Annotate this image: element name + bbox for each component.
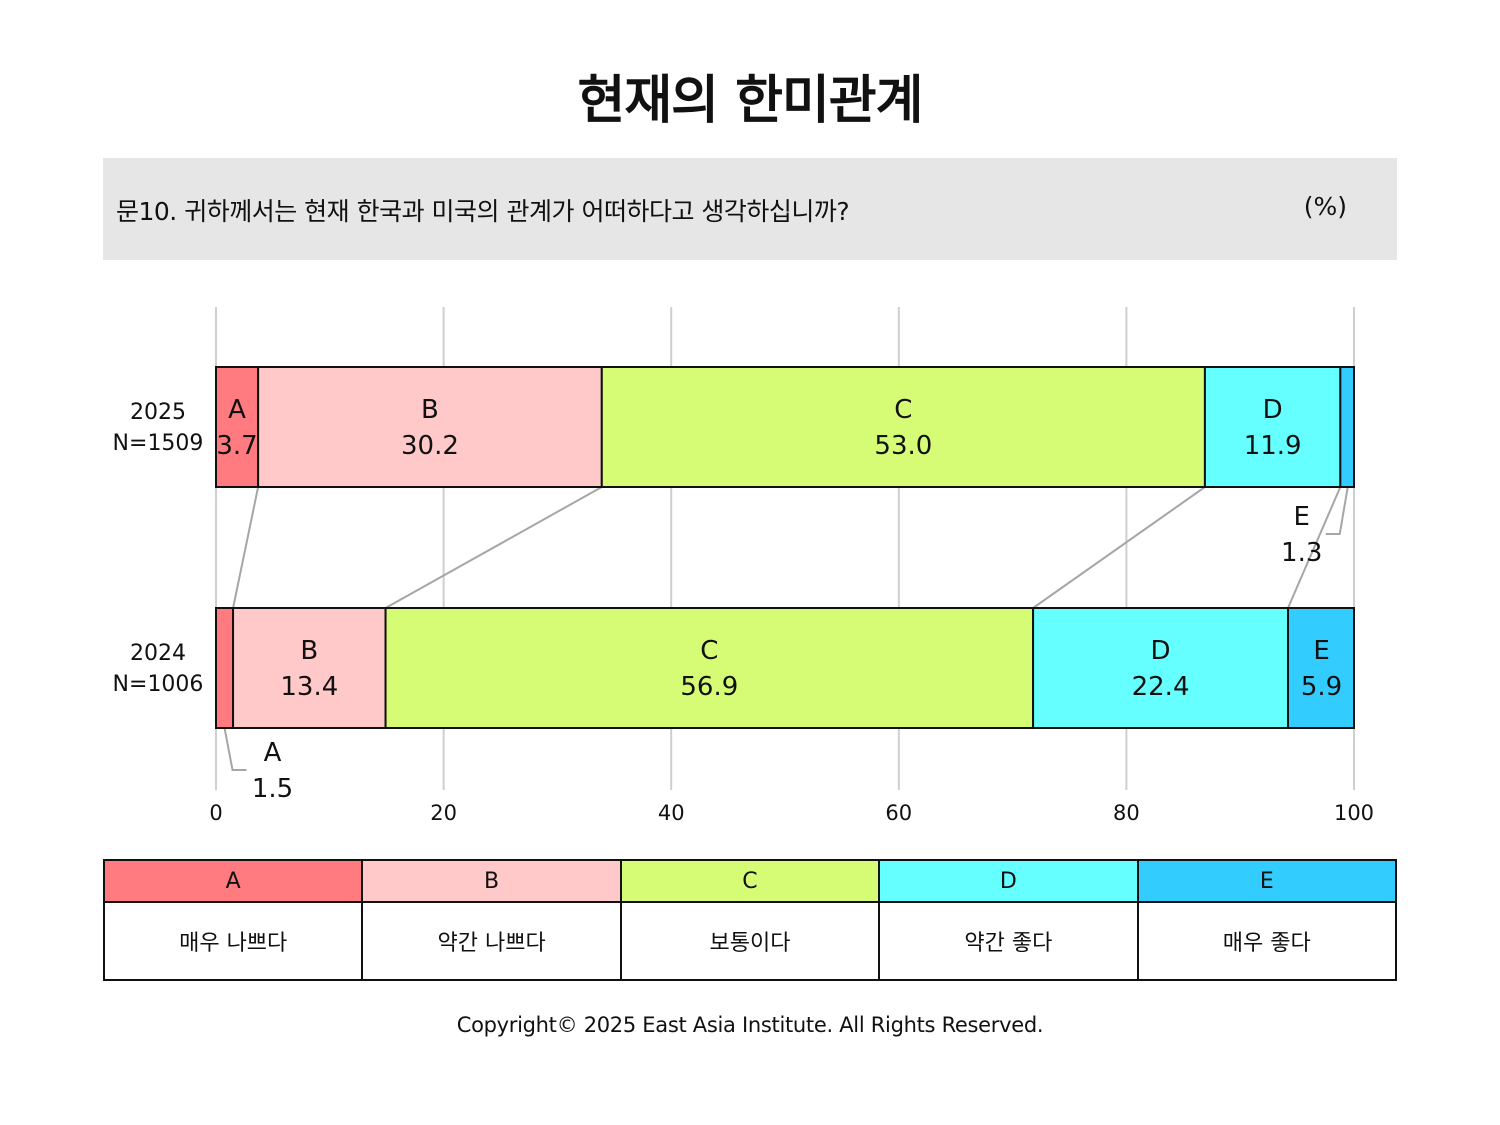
row-n-label: N=1509 (113, 431, 204, 456)
bars (215, 366, 1355, 729)
legend-code-c: C (619, 859, 881, 903)
callout-line (1325, 486, 1349, 535)
callout-name-label: E (1294, 502, 1310, 532)
labels: 0 20 40 60 80 100 A 3.7 B 30.2 C 53.0 D 11.9 B 13.4 C 56.… (113, 395, 1374, 825)
bar-segment-c (600, 366, 1206, 488)
legend-label-b: 약간 나쁘다 (361, 901, 622, 981)
segment-name-label: D (1263, 395, 1283, 425)
connector-lines (223, 486, 1349, 771)
segment-name-label: B (421, 395, 439, 425)
legend-code-b: B (361, 859, 622, 903)
data-label: 22.4 (1132, 672, 1190, 702)
legend-label-c: 보통이다 (619, 901, 881, 981)
page-title: 현재의 한미관계 (577, 71, 924, 131)
legend-label-row: 매우 나쁘다 약간 나쁘다 보통이다 약간 좋다 매우 좋다 (102, 901, 1398, 981)
bar-segment-a (215, 366, 260, 488)
x-tick-label: 100 (1334, 801, 1374, 825)
data-label: 5.9 (1301, 672, 1342, 702)
data-label: 56.9 (680, 672, 738, 702)
bar-segment-d (1203, 366, 1342, 488)
x-tick-label: 60 (885, 801, 912, 825)
row-n-label: N=1006 (113, 672, 204, 697)
legend-label-e: 매우 좋다 (1136, 901, 1398, 981)
legend-code-e: E (1136, 859, 1398, 903)
stacked-bar-chart: 0 20 40 60 80 100 A 3.7 B 30.2 C 53.0 D 11.9 B 13.4 C 56.… (113, 307, 1374, 825)
segment-name-label: E (1313, 636, 1329, 666)
callout-value-label: 1.5 (252, 774, 293, 804)
data-label: 3.7 (216, 431, 257, 461)
callout-line (223, 727, 247, 771)
bar-segment-b (257, 366, 603, 488)
legend-label-d: 약간 좋다 (878, 901, 1139, 981)
connector-line (1287, 486, 1342, 609)
bar-segment-d (1032, 607, 1289, 729)
bar-segment-e (1339, 366, 1355, 488)
connector-line (232, 486, 260, 609)
data-label: 30.2 (401, 431, 459, 461)
row-year-label: 2025 (130, 400, 186, 425)
connector-line (385, 486, 603, 609)
callout-value-label: 1.3 (1281, 538, 1322, 568)
segment-name-label: C (894, 395, 912, 425)
data-label: 11.9 (1244, 431, 1302, 461)
legend-label-a: 매우 나쁘다 (102, 901, 364, 981)
x-tick-label: 40 (658, 801, 685, 825)
question-banner: 문10. 귀하께서는 현재 한국과 미국의 관계가 어떠하다고 생각하십니까? … (103, 158, 1397, 260)
question-text: 문10. 귀하께서는 현재 한국과 미국의 관계가 어떠하다고 생각하십니까? (116, 197, 850, 226)
bar-segment-a (215, 607, 235, 729)
unit-label: (%) (1303, 192, 1347, 221)
legend-code-d: D (878, 859, 1139, 903)
legend-code-a: A (102, 859, 364, 903)
segment-name-label: C (700, 636, 718, 666)
segment-name-label: D (1151, 636, 1171, 666)
callout-name-label: A (264, 738, 282, 768)
bar-segment-b (232, 607, 387, 729)
row-year-label: 2024 (130, 641, 186, 666)
copyright-text: Copyright© 2025 East Asia Institute. All… (456, 1013, 1044, 1037)
data-label: 13.4 (280, 672, 338, 702)
bar-segment-e (1286, 607, 1355, 729)
x-tick-label: 80 (1113, 801, 1140, 825)
x-tick-label: 20 (430, 801, 457, 825)
data-label: 53.0 (874, 431, 932, 461)
x-tick-label: 0 (209, 801, 222, 825)
segment-name-label: A (228, 395, 246, 425)
segment-name-label: B (300, 636, 318, 666)
bar-segment-c (384, 607, 1035, 729)
connector-line (1032, 486, 1206, 609)
